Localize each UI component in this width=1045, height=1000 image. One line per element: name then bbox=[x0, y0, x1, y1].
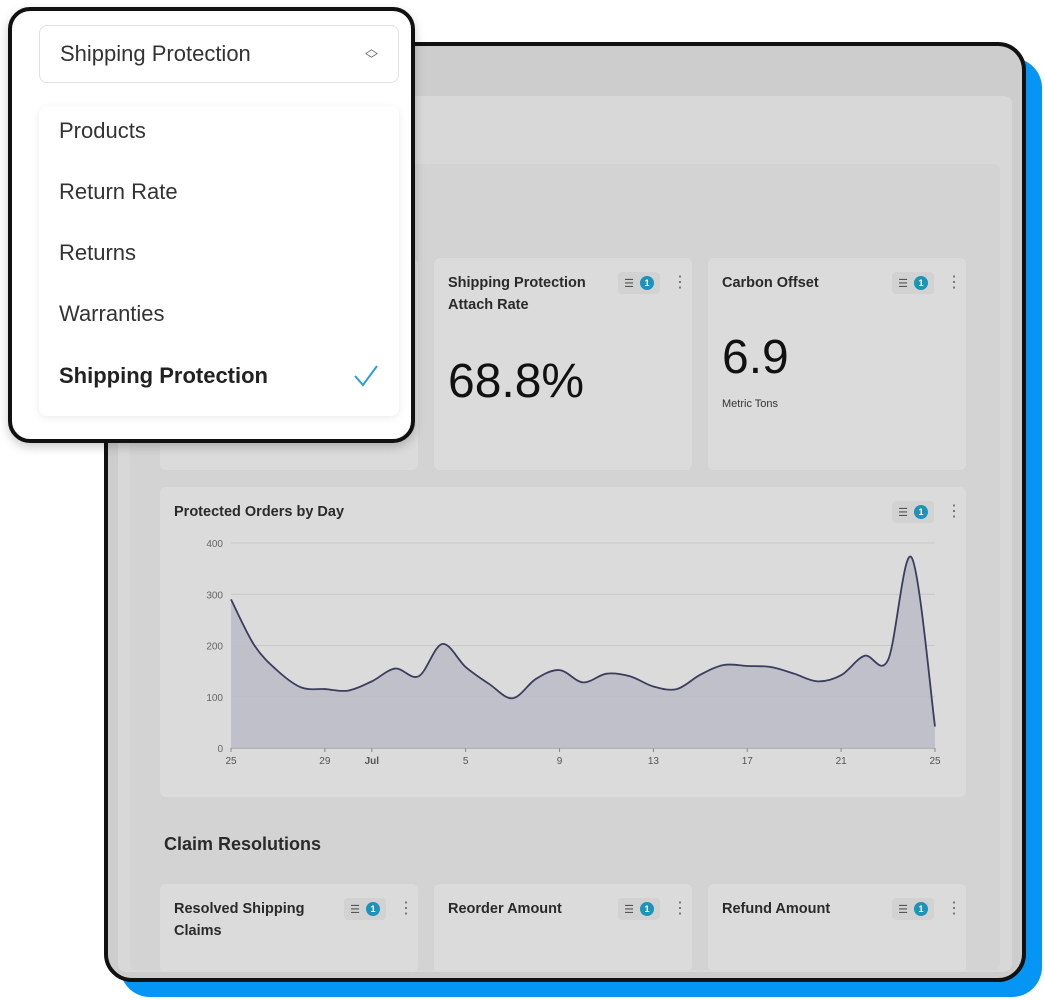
filter-button[interactable]: ☰ 1 bbox=[892, 898, 934, 920]
filter-count-badge: 1 bbox=[640, 276, 654, 290]
x-tick-label: 9 bbox=[557, 756, 563, 767]
x-tick-label: 13 bbox=[648, 756, 660, 767]
option-shipping-protection[interactable]: Shipping Protection bbox=[59, 363, 379, 389]
more-options-icon[interactable]: ⋮ bbox=[946, 900, 962, 917]
y-tick-label: 200 bbox=[206, 642, 223, 653]
x-tick-label: 29 bbox=[319, 756, 331, 767]
protected-orders-chart-card: Protected Orders by Day ☰ 1 ⋮ 0 100 200 300 4… bbox=[160, 487, 966, 797]
option-return-rate[interactable]: Return Rate bbox=[59, 179, 379, 205]
filter-count-badge: 1 bbox=[640, 902, 654, 916]
area-fill bbox=[231, 556, 935, 748]
claim-card: Refund Amount ☰ 1 ⋮ bbox=[708, 884, 966, 972]
filter-button[interactable]: ☰ 1 bbox=[892, 501, 934, 523]
option-label: Shipping Protection bbox=[59, 363, 268, 388]
select-value: Shipping Protection bbox=[60, 41, 251, 66]
claim-card: Reorder Amount ☰ 1 ⋮ bbox=[434, 884, 692, 972]
filter-icon: ☰ bbox=[624, 903, 634, 916]
metric-unit: Metric Tons bbox=[722, 398, 779, 410]
chevron-up-down-icon: ︿ ﹀ bbox=[364, 41, 378, 67]
x-tick-label: Jul bbox=[365, 756, 380, 767]
option-warranties[interactable]: Warranties bbox=[59, 301, 379, 327]
option-label: Products bbox=[59, 118, 146, 143]
more-options-icon[interactable]: ⋮ bbox=[672, 274, 688, 291]
category-select[interactable]: Shipping Protection ︿ ﹀ bbox=[39, 25, 399, 83]
metric-value: 68.8% bbox=[448, 355, 585, 408]
more-options-icon[interactable]: ⋮ bbox=[398, 900, 414, 917]
chart-title: Protected Orders by Day bbox=[174, 504, 345, 520]
option-label: Return Rate bbox=[59, 179, 178, 204]
x-tick-label: 25 bbox=[225, 756, 237, 767]
filter-count-badge: 1 bbox=[366, 902, 380, 916]
claim-card: Resolved Shipping Claims ☰ 1 ⋮ bbox=[160, 884, 418, 972]
dropdown-menu: Products Return Rate Returns Warranties … bbox=[39, 106, 399, 416]
card-title: Refund Amount bbox=[722, 901, 831, 917]
option-returns[interactable]: Returns bbox=[59, 240, 379, 266]
dashboard-window: Shipping Protection Attach Rate ☰ 1 ⋮ 68.… bbox=[104, 42, 1026, 982]
series-line bbox=[230, 555, 936, 727]
card-title: Reorder Amount bbox=[448, 901, 562, 917]
more-options-icon[interactable]: ⋮ bbox=[946, 274, 962, 291]
filter-icon: ☰ bbox=[350, 903, 360, 916]
filter-icon: ☰ bbox=[898, 506, 908, 519]
filter-icon: ☰ bbox=[898, 277, 908, 290]
option-label: Warranties bbox=[59, 301, 165, 326]
option-label: Returns bbox=[59, 240, 137, 265]
x-tick-label: 25 bbox=[929, 756, 941, 767]
filter-count-badge: 1 bbox=[914, 505, 928, 519]
attach-rate-card: Shipping Protection Attach Rate ☰ 1 ⋮ 68.… bbox=[434, 258, 692, 470]
x-tick-label: 17 bbox=[742, 756, 754, 767]
area-chart: 0 100 200 300 400 25 29 Jul 5 9 13 17 21 25 bbox=[206, 539, 941, 767]
section-title: Claim Resolutions bbox=[164, 834, 322, 854]
checkmark-icon bbox=[354, 365, 378, 387]
x-tick-label: 21 bbox=[836, 756, 848, 767]
y-tick-label: 300 bbox=[206, 590, 223, 601]
filter-count-badge: 1 bbox=[914, 276, 928, 290]
card-title: Shipping Protection Attach Rate bbox=[448, 275, 586, 313]
filter-button[interactable]: ☰ 1 bbox=[618, 898, 660, 920]
category-dropdown-popup: Shipping Protection ︿ ﹀ Products Return R… bbox=[8, 7, 415, 443]
filter-button[interactable]: ☰ 1 bbox=[344, 898, 386, 920]
filter-button[interactable]: ☰ 1 bbox=[618, 272, 660, 294]
y-tick-label: 0 bbox=[217, 744, 223, 755]
metric-value: 6.9 bbox=[722, 331, 789, 384]
y-tick-label: 100 bbox=[206, 693, 223, 704]
filter-icon: ☰ bbox=[898, 903, 908, 916]
card-title: Carbon Offset bbox=[722, 275, 819, 291]
x-tick-label: 5 bbox=[463, 756, 469, 767]
filter-button[interactable]: ☰ 1 bbox=[892, 272, 934, 294]
more-options-icon[interactable]: ⋮ bbox=[672, 900, 688, 917]
carbon-offset-card: Carbon Offset ☰ 1 ⋮ 6.9 Metric Tons bbox=[708, 258, 966, 470]
filter-icon: ☰ bbox=[624, 277, 634, 290]
y-tick-label: 400 bbox=[206, 539, 223, 550]
card-title: Resolved Shipping Claims bbox=[174, 901, 305, 939]
option-products[interactable]: Products bbox=[59, 118, 379, 144]
filter-count-badge: 1 bbox=[914, 902, 928, 916]
